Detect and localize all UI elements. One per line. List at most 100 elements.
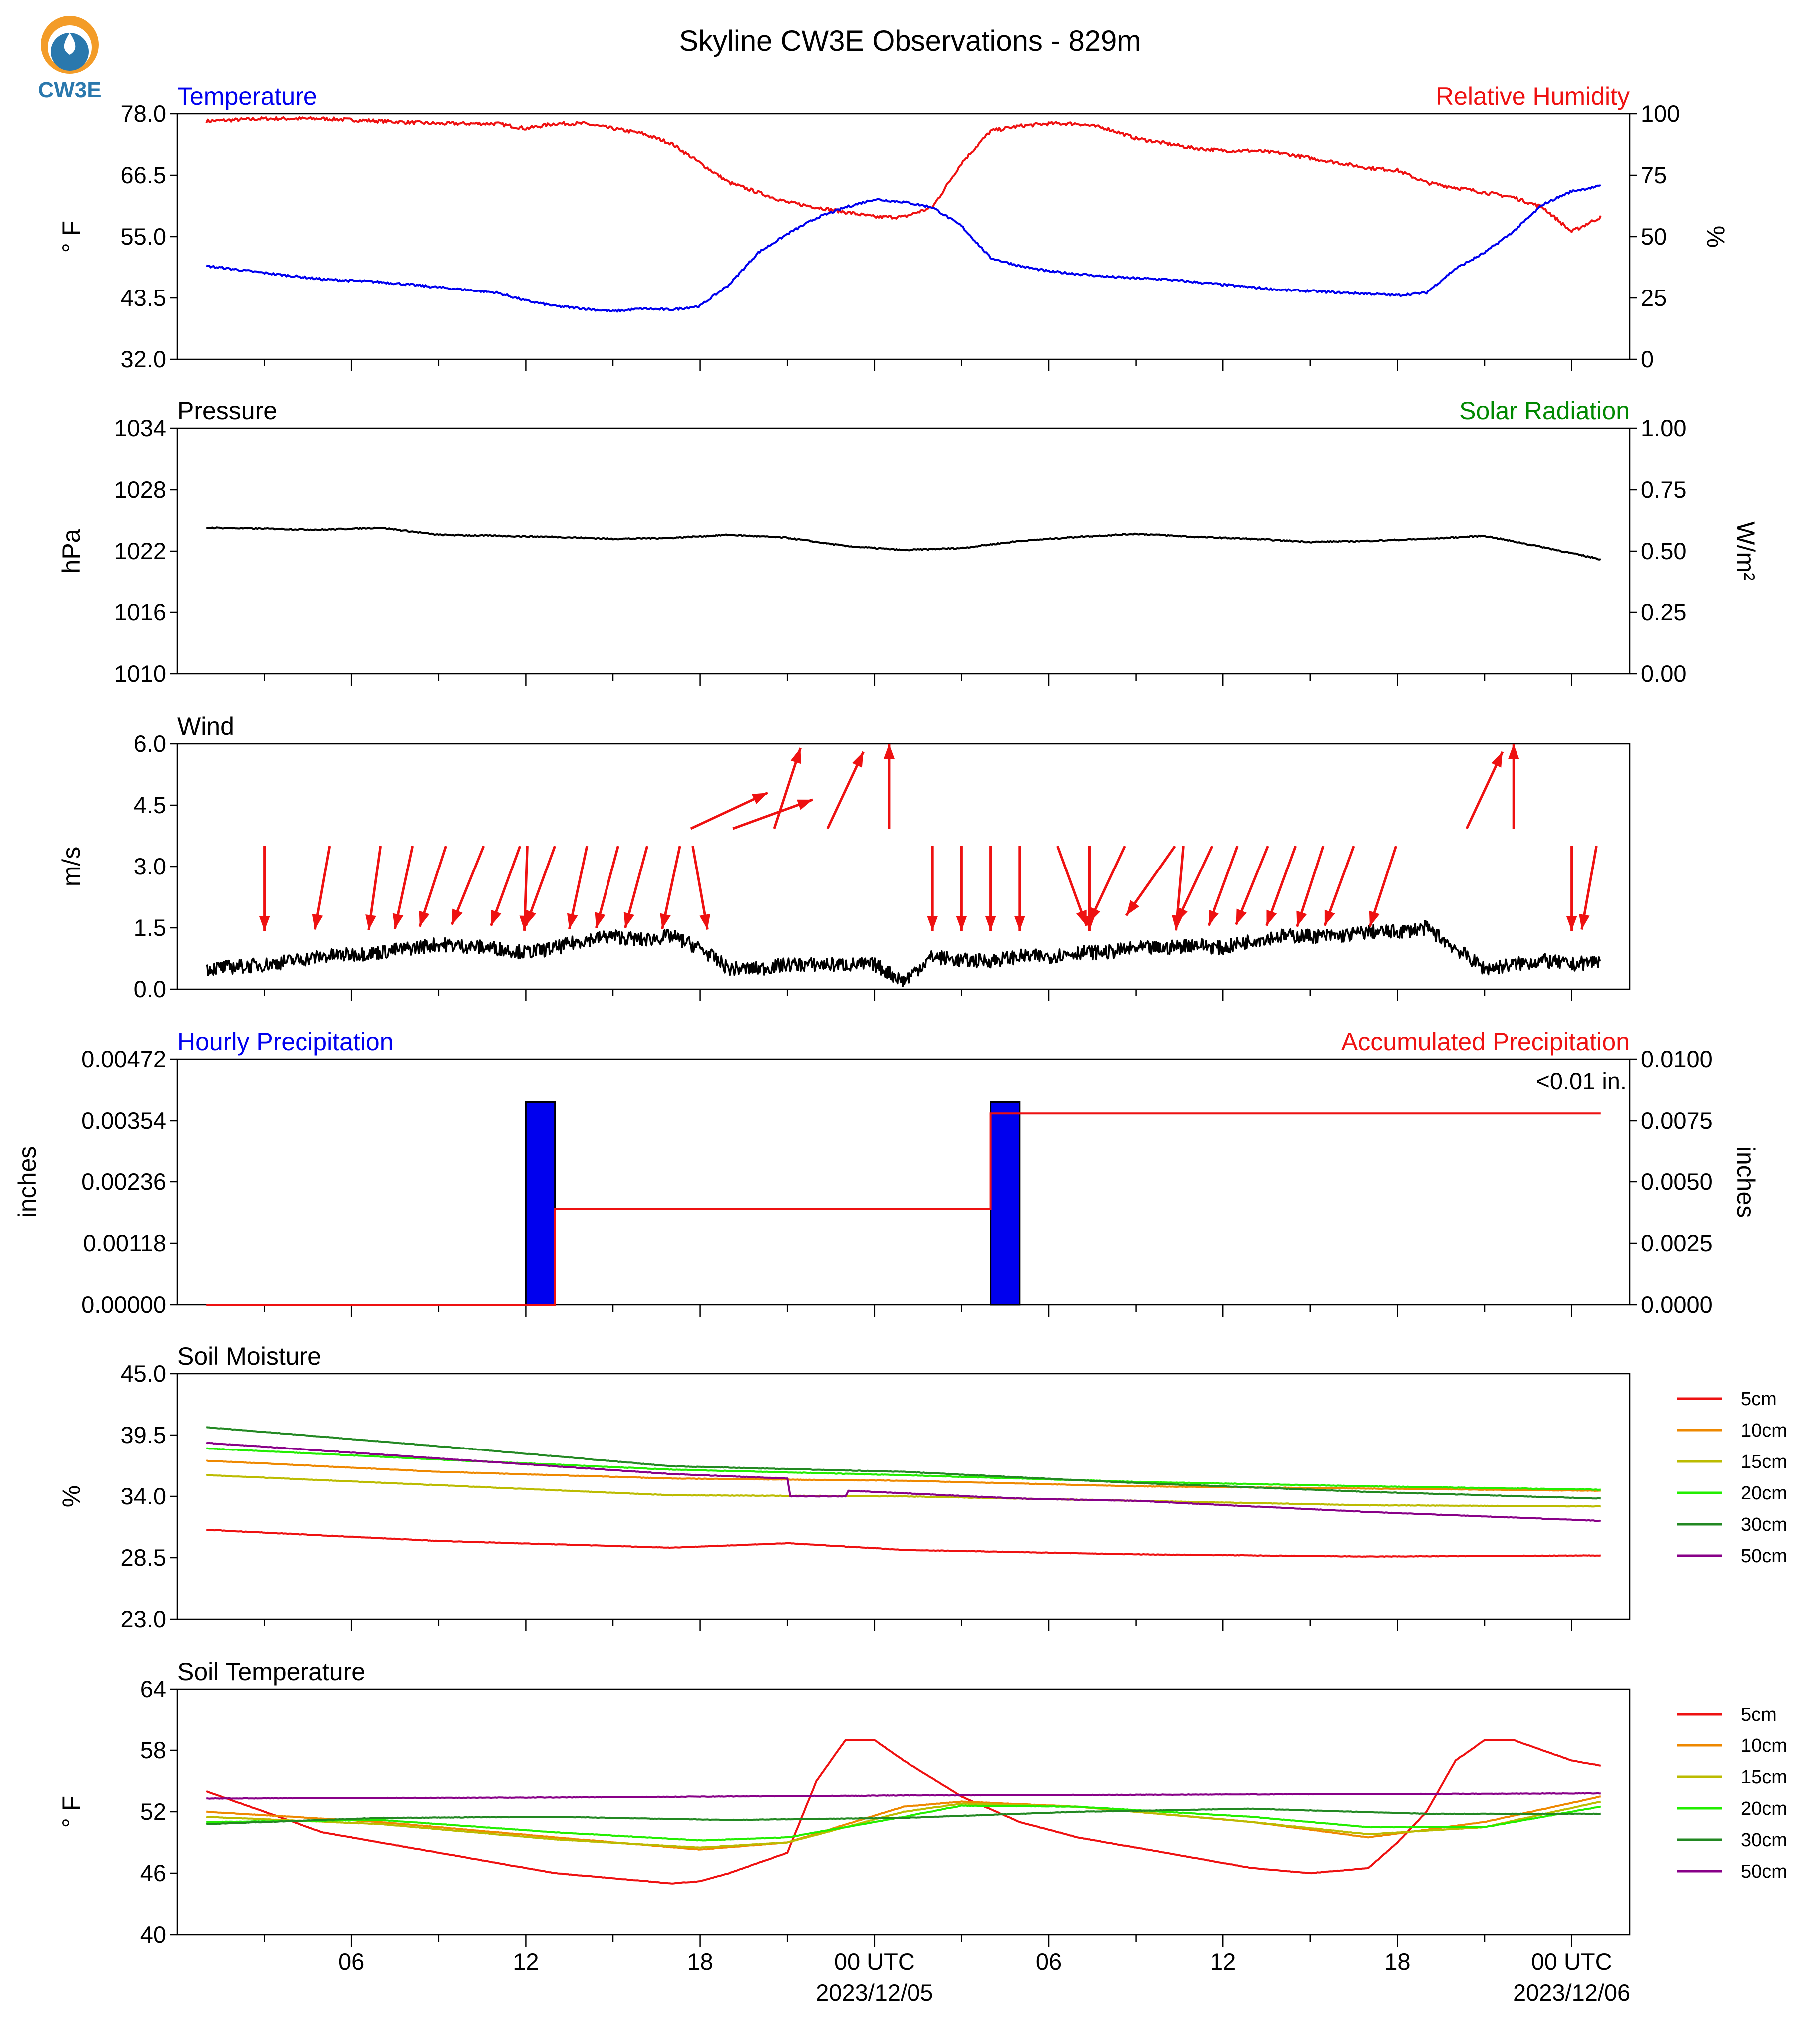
soilm-50cm-line: [206, 1442, 1601, 1522]
arrow-head: [660, 913, 671, 929]
temp-left-ylabel: ° F: [57, 221, 85, 253]
arrow-head: [1296, 910, 1307, 927]
arrow-head: [797, 799, 813, 810]
arrow-head: [1176, 907, 1188, 923]
arrow-head: [1236, 908, 1247, 925]
wind-left-tick-label: 1.5: [134, 914, 166, 941]
temp-left-tick-label: 78.0: [121, 100, 166, 127]
legend-label: 15cm: [1741, 1451, 1787, 1472]
wind-direction-arrow: [1265, 846, 1297, 926]
temp-right-tick-label: 0: [1641, 346, 1654, 372]
soilt-50cm-line: [206, 1792, 1601, 1800]
soilt-left-tick-label: 52: [140, 1798, 166, 1825]
wind-direction-arrow: [1056, 846, 1088, 926]
arrow-head: [1076, 909, 1087, 926]
pressure-right-tick-label: 0.75: [1641, 476, 1686, 503]
legend-label: 30cm: [1741, 1514, 1787, 1535]
droplet-icon: [64, 33, 76, 55]
cw3e-logo: CW3E: [38, 16, 102, 102]
panel-precip: Hourly Precipitation Accumulated Precipit…: [13, 1028, 1760, 1318]
wind-direction-arrow: [732, 798, 813, 830]
soilt-legend: 5cm 10cm 15cm 20cm 30cm 50cm: [1677, 1704, 1787, 1882]
soilm-left-tick-label: 23.0: [121, 1606, 166, 1632]
soilt-20cm-line: [206, 1804, 1601, 1842]
x-tick-label: 12: [513, 1948, 539, 1975]
precip-left-ylabel: inches: [13, 1146, 41, 1218]
accum-precip-line: [206, 1112, 1601, 1306]
wind-direction-arrow: [312, 846, 331, 930]
arrow-head: [1209, 909, 1219, 926]
arrow-head: [1579, 913, 1590, 930]
soilm-left-tick-label: 28.5: [121, 1544, 166, 1571]
pressure-frame: [176, 427, 1631, 675]
humidity-line: [205, 116, 1602, 233]
wind-direction-arrow: [883, 744, 895, 829]
arrow-head: [419, 910, 430, 927]
wind-direction-arrow: [418, 846, 447, 927]
wind-direction-arrow: [567, 846, 589, 929]
temp-left-tick-label: 66.5: [121, 162, 166, 188]
temperature-line: [206, 184, 1601, 313]
wind-direction-arrow: [595, 846, 619, 928]
pressure-left-tick-label: 1028: [114, 476, 166, 503]
arrow-head: [1508, 744, 1519, 759]
precip-right-ylabel: inches: [1732, 1146, 1760, 1218]
wind-direction-arrow: [1508, 744, 1519, 829]
wind-direction-arrow: [1235, 846, 1269, 925]
soilt-5cm-line: [206, 1739, 1601, 1885]
legend-label: 20cm: [1741, 1798, 1787, 1819]
legend-label: 5cm: [1741, 1389, 1777, 1410]
soilt-left-tick-label: 58: [140, 1737, 166, 1763]
arrow-head: [985, 916, 996, 931]
pressure-line: [206, 526, 1601, 561]
wind-direction-arrow: [691, 846, 710, 930]
pressure-right-tick-label: 0.50: [1641, 538, 1686, 564]
soilt-left-tick-label: 64: [140, 1676, 166, 1702]
soilt-left-tick-label: 40: [140, 1921, 166, 1948]
legend-label: 10cm: [1741, 1736, 1787, 1756]
x-tick-label: 18: [1384, 1948, 1410, 1975]
hourly-precip-bar: [525, 1101, 556, 1306]
soilm-30cm-line: [206, 1426, 1601, 1500]
pressure-left-tick-label: 1034: [114, 415, 166, 441]
legend-label: 10cm: [1741, 1420, 1787, 1441]
precip-right-tick-label: 0.0100: [1641, 1046, 1713, 1072]
precip-right-tick-label: 0.0000: [1641, 1291, 1713, 1318]
wind-direction-arrow: [690, 791, 768, 830]
wind-direction-arrow: [1465, 751, 1504, 830]
temp-right-tick-label: 50: [1641, 223, 1667, 250]
wind-speed-line: [205, 920, 1601, 987]
arrow-head: [452, 908, 463, 925]
pressure-right-tick-label: 1.00: [1641, 415, 1686, 441]
soilm-left-tick-label: 34.0: [121, 1483, 166, 1509]
arrow-head: [699, 913, 710, 930]
wind-direction-arrow: [259, 846, 270, 931]
wind-direction-arrow: [525, 846, 556, 926]
panel-soilm: Soil Moisture 45.0 39.5 34.0 28.5 23.0% 5cm 10c…: [57, 1342, 1787, 1632]
wind-left-tick-label: 0.0: [134, 976, 166, 1002]
temp-frame: [176, 113, 1631, 360]
soilm-15cm-line: [206, 1474, 1601, 1508]
wind-direction-arrow: [826, 751, 865, 830]
arrow-head: [1324, 909, 1335, 926]
arrow-head: [883, 744, 895, 759]
wind-left-ylabel: m/s: [57, 847, 85, 887]
soilt-left-ylabel: ° F: [57, 1796, 85, 1828]
legend-label: 50cm: [1741, 1546, 1787, 1567]
arrow-head: [491, 909, 502, 926]
temp-right-tick-label: 100: [1641, 100, 1680, 127]
legend-label: 30cm: [1741, 1830, 1787, 1851]
legend-label: 15cm: [1741, 1767, 1787, 1788]
wind-direction-arrow: [985, 846, 996, 931]
arrow-head: [312, 913, 323, 930]
soilt-left-title: Soil Temperature: [177, 1658, 365, 1686]
precip-left-tick-label: 0.00472: [81, 1046, 166, 1072]
precip-left-tick-label: 0.00000: [81, 1291, 166, 1318]
x-tick-label: 12: [1210, 1948, 1236, 1975]
logo-text: CW3E: [38, 78, 101, 102]
x-tick-label: 06: [1036, 1948, 1062, 1975]
precip-left-tick-label: 0.00354: [81, 1107, 166, 1134]
arrow-head: [623, 912, 634, 928]
date-label: 2023/12/06: [1513, 1979, 1630, 2006]
